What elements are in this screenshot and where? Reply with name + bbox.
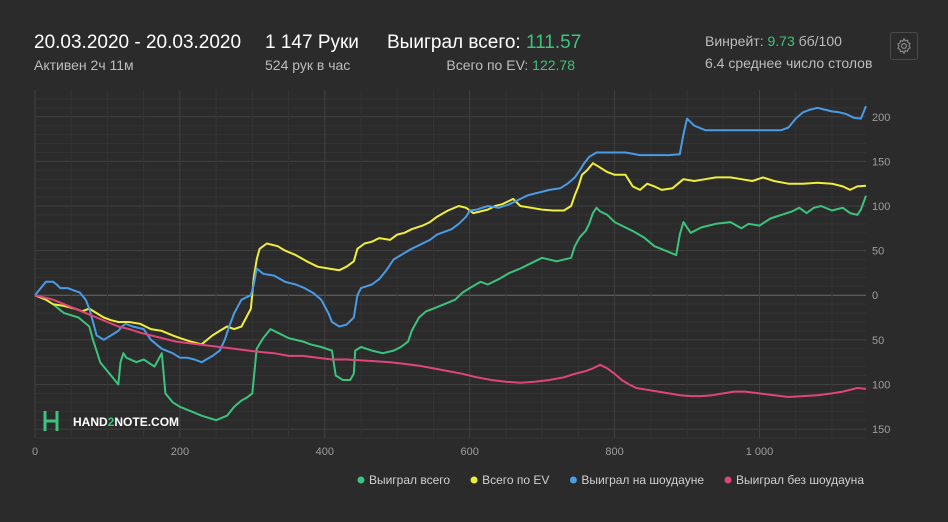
y-tick-label: 50 [872,335,884,347]
series-line-1 [34,195,867,422]
x-tick-label: 600 [461,446,479,458]
series-line-2 [34,162,867,346]
logo-mark [43,411,59,431]
legend-label: Всего по EV [482,473,549,487]
x-tick-label: 200 [171,446,189,458]
x-tick-label: 1 000 [746,446,774,458]
logo-text-2: 2 [108,415,115,429]
winrate: Винрейт: 9.73 бб/100 [705,33,842,49]
logo-text-hand: HAND [73,415,108,429]
x-tick-label: 400 [316,446,334,458]
series-line-3 [34,105,867,364]
legend-item-2[interactable]: Всего по EV [470,473,550,487]
x-tick-label: 800 [605,446,623,458]
y-tick-label: 150 [872,424,890,436]
legend-label: Выиграл всего [369,473,450,487]
y-tick-label: 100 [872,201,890,213]
y-tick-label: 50 [872,246,884,258]
winrate-value: 9.73 [767,33,795,49]
winrate-unit: бб/100 [794,33,842,49]
active-time: Активен 2ч 11м [34,57,134,73]
legend-item-3[interactable]: Выиграл на шоудауне [569,473,704,487]
hands-per-hour: 524 рук в час [265,57,351,73]
hand2note-logo: HAND2NOTE.COM [43,411,179,431]
gear-icon [897,37,911,55]
legend-item-1[interactable]: Выиграл всего [357,473,450,487]
y-tick-label: 200 [872,112,890,124]
legend-label: Выиграл на шоудауне [581,473,704,487]
y-tick-label: 0 [872,290,878,302]
total-ev-value: 122.78 [532,57,575,73]
winrate-label: Винрейт: [705,33,768,49]
avg-tables: 6.4 среднее число столов [705,55,873,71]
legend-marker [724,476,732,484]
settings-button[interactable] [890,32,918,60]
total-won: Выиграл всего: 111.57 [387,32,581,54]
total-ev-label: Всего по EV: [446,57,533,73]
series-line-4 [34,294,867,398]
x-tick-label: 0 [32,446,38,458]
legend-marker [569,476,577,484]
logo-text-note: NOTE.COM [114,415,179,429]
hands-count: 1 147 Руки [265,32,359,53]
legend-marker [357,476,365,484]
date-range: 20.03.2020 - 20.03.2020 [34,32,242,53]
total-won-value: 111.57 [525,32,582,53]
legend-marker [470,476,478,484]
y-tick-label: 150 [872,156,890,168]
total-ev: Всего по EV: 122.78 [446,57,575,73]
legend-item-4[interactable]: Выиграл без шоудауна [724,473,865,487]
legend-label: Выиграл без шоудауна [736,473,864,487]
svg-text:HAND2NOTE.COM: HAND2NOTE.COM [73,415,179,429]
total-won-label: Выиграл всего: [387,32,526,53]
y-tick-label: 100 [872,379,890,391]
